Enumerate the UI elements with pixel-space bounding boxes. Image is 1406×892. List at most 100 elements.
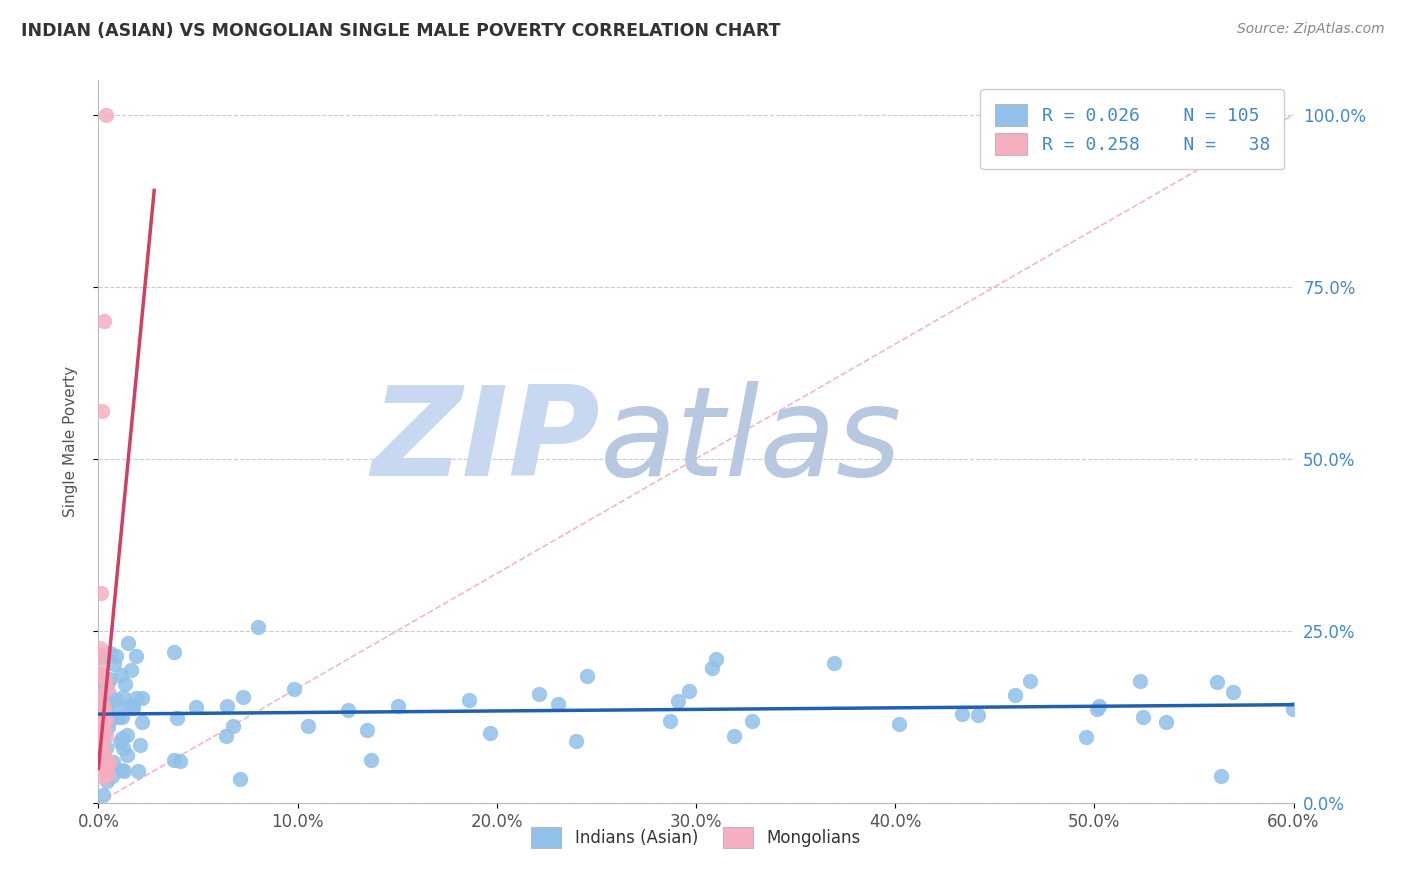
Text: Source: ZipAtlas.com: Source: ZipAtlas.com: [1237, 22, 1385, 37]
Point: [229, 772, 252, 787]
Point: [1085, 702, 1108, 716]
Point: [246, 620, 269, 634]
Point: [1129, 673, 1152, 688]
Point: [131, 714, 153, 729]
Point: [96, 713, 118, 727]
Point: [1222, 684, 1244, 698]
Point: [93, 699, 115, 714]
Point: [565, 734, 588, 748]
Point: [128, 739, 150, 753]
Point: [360, 753, 382, 767]
Point: [89, 705, 111, 719]
Point: [96, 698, 118, 713]
Point: [121, 701, 143, 715]
Point: [169, 754, 191, 768]
Point: [90, 687, 112, 701]
Point: [90, 762, 112, 776]
Point: [127, 764, 149, 778]
Point: [114, 677, 136, 691]
Point: [98, 756, 121, 771]
Point: [111, 690, 134, 704]
Point: [678, 683, 700, 698]
Point: [91, 699, 114, 714]
Point: [967, 708, 990, 723]
Point: [87, 667, 110, 681]
Point: [107, 710, 129, 724]
Point: [98, 693, 121, 707]
Point: [94, 741, 117, 756]
Point: [125, 649, 148, 664]
Point: [547, 697, 569, 711]
Point: [89, 640, 111, 655]
Point: [120, 663, 142, 677]
Point: [162, 645, 184, 659]
Point: [97, 687, 120, 701]
Point: [90, 586, 112, 600]
Point: [91, 403, 114, 417]
Point: [111, 731, 134, 746]
Point: [889, 716, 911, 731]
Text: INDIAN (ASIAN) VS MONGOLIAN SINGLE MALE POVERTY CORRELATION CHART: INDIAN (ASIAN) VS MONGOLIAN SINGLE MALE …: [21, 22, 780, 40]
Point: [87, 739, 110, 754]
Point: [125, 690, 148, 705]
Point: [91, 719, 114, 733]
Point: [115, 747, 138, 762]
Point: [217, 698, 239, 713]
Point: [93, 700, 115, 714]
Point: [700, 661, 723, 675]
Point: [90, 667, 112, 681]
Point: [91, 730, 114, 744]
Point: [824, 656, 846, 670]
Point: [89, 727, 111, 741]
Point: [112, 764, 135, 778]
Point: [163, 753, 186, 767]
Point: [121, 700, 143, 714]
Point: [186, 700, 208, 714]
Point: [103, 657, 125, 671]
Point: [90, 649, 112, 664]
Point: [87, 693, 110, 707]
Point: [1018, 673, 1040, 688]
Point: [96, 678, 118, 692]
Point: [94, 673, 117, 688]
Point: [89, 754, 111, 768]
Point: [96, 756, 118, 770]
Point: [1088, 698, 1111, 713]
Point: [723, 729, 745, 743]
Point: [283, 681, 305, 696]
Point: [94, 674, 117, 689]
Point: [1156, 715, 1178, 730]
Point: [741, 714, 763, 728]
Point: [97, 756, 120, 770]
Point: [91, 698, 114, 712]
Point: [101, 769, 124, 783]
Point: [94, 749, 117, 764]
Point: [108, 735, 131, 749]
Point: [91, 770, 114, 784]
Point: [90, 660, 112, 674]
Text: atlas: atlas: [600, 381, 903, 502]
Point: [222, 719, 245, 733]
Point: [90, 706, 112, 721]
Point: [131, 690, 153, 705]
Point: [89, 739, 111, 753]
Point: [90, 673, 112, 687]
Point: [96, 681, 118, 696]
Point: [115, 728, 138, 742]
Point: [458, 693, 481, 707]
Point: [1132, 710, 1154, 724]
Point: [166, 711, 188, 725]
Point: [478, 725, 501, 739]
Point: [89, 747, 111, 762]
Point: [89, 756, 111, 770]
Point: [297, 719, 319, 733]
Point: [1209, 769, 1232, 783]
Point: [337, 702, 360, 716]
Point: [118, 698, 141, 712]
Point: [91, 684, 114, 698]
Point: [93, 788, 115, 802]
Point: [529, 688, 551, 702]
Point: [98, 672, 121, 686]
Point: [93, 743, 115, 757]
Point: [97, 720, 120, 734]
